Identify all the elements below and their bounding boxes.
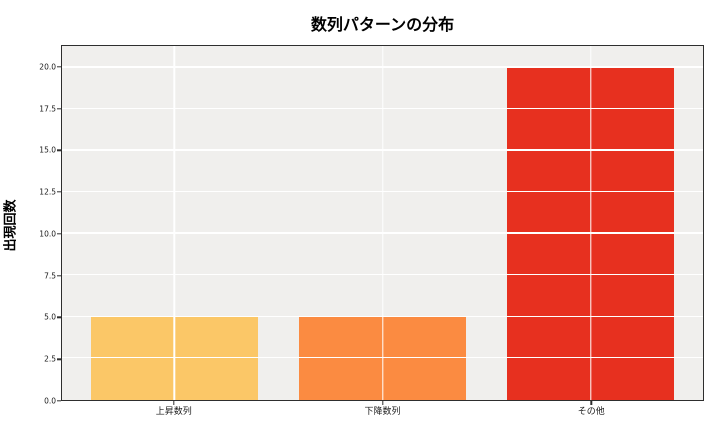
y-tick-label-20.0: 20.0 — [39, 62, 56, 72]
y-tick-label-0.0: 0.0 — [44, 396, 56, 406]
y-tick-mark — [57, 400, 61, 402]
y-tick-mark — [57, 191, 61, 193]
x-tick-label-2: 下降数列 — [364, 407, 401, 417]
y-tick-label-12.5: 12.5 — [39, 187, 56, 197]
gridline-x-1 — [173, 46, 176, 400]
gridline-x-2 — [381, 46, 384, 400]
chart-title: 数列パターンの分布 — [310, 15, 455, 34]
y-tick-label-2.5: 2.5 — [44, 354, 56, 364]
y-tick-label-15.0: 15.0 — [39, 145, 56, 155]
y-tick-mark — [57, 358, 61, 360]
x-tick-label-1: 上昇数列 — [155, 407, 192, 417]
y-tick-label-10.0: 10.0 — [39, 229, 56, 239]
y-tick-mark — [57, 274, 61, 277]
y-tick-label-17.5: 17.5 — [39, 104, 56, 113]
gridline-x-3 — [589, 46, 592, 400]
x-tick-mark — [590, 401, 592, 405]
y-tick-label-5.0: 5.0 — [44, 312, 56, 322]
y-tick-label-7.5: 7.5 — [44, 271, 56, 281]
plot-area — [61, 45, 704, 401]
x-tick-label-3: その他 — [577, 407, 605, 417]
y-tick-mark — [57, 149, 61, 151]
x-tick-mark — [381, 401, 384, 405]
y-tick-mark — [57, 107, 61, 110]
x-tick-mark — [173, 401, 175, 405]
y-tick-mark — [57, 316, 61, 319]
y-tick-mark — [57, 66, 61, 68]
y-tick-mark — [57, 233, 61, 235]
